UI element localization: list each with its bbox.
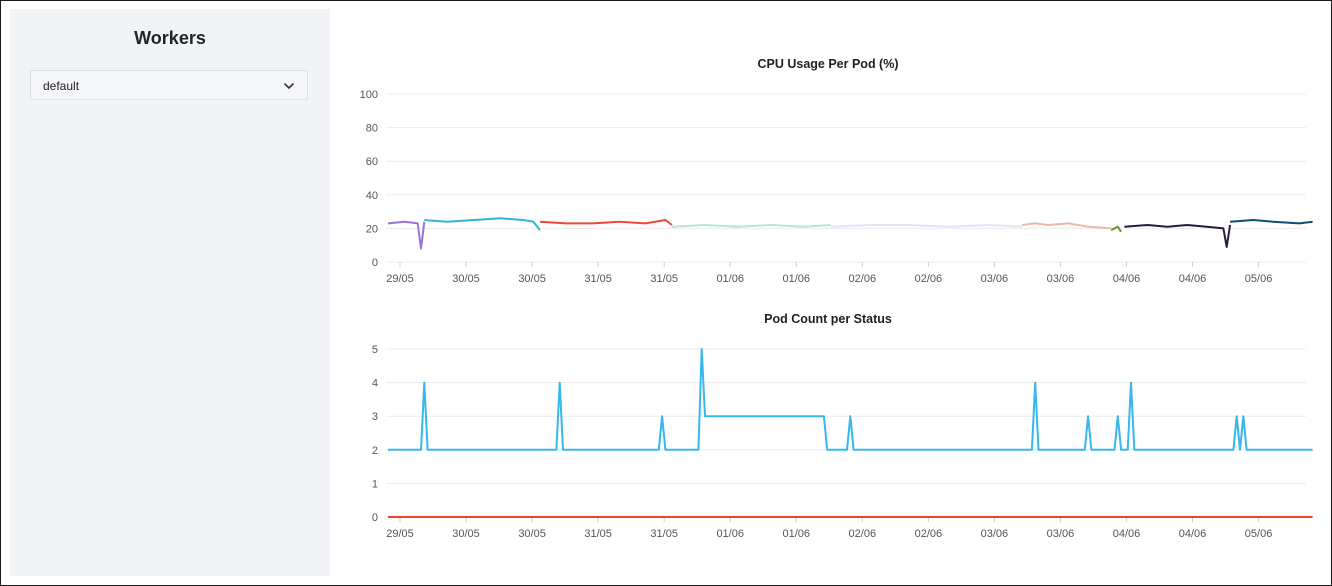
series-line xyxy=(388,348,1313,451)
series-line xyxy=(539,219,673,226)
x-tick-label: 04/06 xyxy=(1179,528,1207,540)
x-tick-label: 04/06 xyxy=(1113,528,1141,540)
y-tick-label: 100 xyxy=(360,89,378,101)
series-line xyxy=(1021,222,1112,230)
series-line xyxy=(830,224,1023,228)
x-tick-label: 31/05 xyxy=(584,273,612,285)
x-tick-label: 01/06 xyxy=(782,528,810,540)
x-tick-label: 01/06 xyxy=(716,528,744,540)
x-tick-label: 30/05 xyxy=(518,528,546,540)
x-tick-label: 02/06 xyxy=(849,273,877,285)
x-tick-label: 02/06 xyxy=(915,273,943,285)
y-tick-label: 0 xyxy=(372,257,378,269)
series-line xyxy=(671,224,831,228)
y-tick-label: 1 xyxy=(372,478,378,490)
x-tick-label: 03/06 xyxy=(1047,273,1075,285)
series-line xyxy=(387,220,426,250)
x-tick-label: 31/05 xyxy=(584,528,612,540)
x-tick-label: 05/06 xyxy=(1245,273,1273,285)
y-tick-label: 60 xyxy=(366,156,378,168)
x-tick-label: 05/06 xyxy=(1245,528,1273,540)
y-tick-label: 3 xyxy=(372,411,378,423)
x-tick-label: 01/06 xyxy=(716,273,744,285)
y-tick-label: 40 xyxy=(366,190,378,202)
series-line xyxy=(424,217,541,231)
x-tick-label: 02/06 xyxy=(849,528,877,540)
sidebar-title: Workers xyxy=(134,28,206,48)
x-tick-label: 31/05 xyxy=(650,273,678,285)
x-tick-label: 03/06 xyxy=(981,273,1009,285)
worker-select-value: default xyxy=(43,79,80,93)
chart-title: Pod Count per Status xyxy=(764,312,892,326)
y-tick-label: 80 xyxy=(366,123,378,135)
series-line xyxy=(1110,225,1122,233)
series-line xyxy=(1124,224,1232,248)
chevron-down-icon xyxy=(284,83,294,89)
x-tick-label: 03/06 xyxy=(1047,528,1075,540)
y-tick-label: 5 xyxy=(372,344,378,356)
x-tick-label: 31/05 xyxy=(650,528,678,540)
x-tick-label: 03/06 xyxy=(981,528,1009,540)
y-tick-label: 4 xyxy=(372,378,378,390)
chart-title: CPU Usage Per Pod (%) xyxy=(757,57,898,71)
pod-count-chart: Pod Count per Status 0 1 2 3 4 5 29/05 30/05 30/0… xyxy=(372,312,1313,540)
sidebar: Workers default xyxy=(10,9,330,576)
y-tick-label: 0 xyxy=(372,512,378,524)
x-tick-label: 30/05 xyxy=(452,528,480,540)
x-tick-label: 29/05 xyxy=(386,273,414,285)
cpu-usage-chart: CPU Usage Per Pod (%) 0 20 40 60 80 100 29/05 30… xyxy=(360,57,1313,285)
x-tick-label: 02/06 xyxy=(915,528,943,540)
y-tick-label: 20 xyxy=(366,223,378,235)
x-tick-label: 04/06 xyxy=(1179,273,1207,285)
x-tick-label: 04/06 xyxy=(1113,273,1141,285)
x-tick-label: 01/06 xyxy=(782,273,810,285)
x-tick-label: 29/05 xyxy=(386,528,414,540)
x-tick-label: 30/05 xyxy=(452,273,480,285)
series-line xyxy=(1230,219,1313,225)
y-tick-label: 2 xyxy=(372,445,378,457)
worker-select[interactable]: default xyxy=(30,70,308,100)
x-tick-label: 30/05 xyxy=(518,273,546,285)
